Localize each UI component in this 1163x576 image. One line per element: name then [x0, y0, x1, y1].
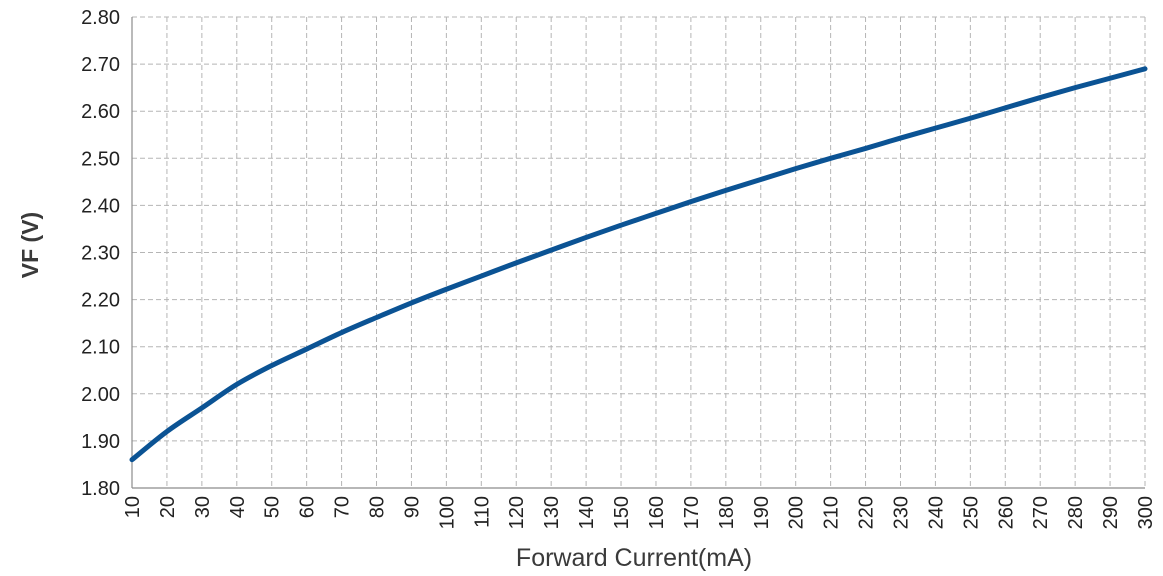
y-tick-label: 1.90: [81, 431, 120, 453]
x-tick-label: 20: [157, 496, 179, 518]
x-tick-label: 40: [227, 496, 249, 518]
x-tick-label: 200: [786, 496, 808, 529]
y-tick-label: 2.70: [81, 54, 120, 76]
x-tick-label: 110: [471, 496, 493, 528]
x-tick-label: 10: [122, 496, 144, 518]
x-tick-label: 290: [1100, 496, 1122, 529]
x-tick-label: 90: [401, 496, 423, 518]
y-axis-label: VF (V): [17, 212, 43, 278]
y-tick-label: 2.50: [81, 148, 120, 170]
grid-lines: [131, 16, 1146, 489]
series-group: [129, 66, 1148, 463]
y-tick-label: 2.10: [81, 337, 120, 359]
x-tick-label: 270: [1030, 496, 1052, 529]
x-tick-label: 250: [960, 496, 982, 529]
x-tick-label: 150: [611, 496, 633, 529]
axes: [131, 17, 1145, 489]
x-tick-label: 100: [436, 496, 458, 529]
x-tick-label: 230: [890, 496, 912, 529]
x-tick-label: 280: [1065, 496, 1087, 529]
x-tick-label: 220: [856, 496, 878, 529]
y-tick-label: 2.30: [81, 243, 120, 265]
x-tick-label: 130: [541, 496, 563, 529]
y-tick-label: 2.80: [81, 7, 120, 29]
x-tick-label: 120: [506, 496, 528, 529]
y-tick-labels: 1.80 1.90 2.00 2.10 2.20 2.30 2.40 2.50 2.60 2.70…: [81, 7, 120, 500]
y-tick-label: 2.60: [81, 101, 120, 123]
x-axis-label: Forward Current(mA): [516, 544, 752, 572]
y-tick-label: 2.40: [81, 195, 120, 217]
x-tick-label: 240: [925, 496, 947, 529]
x-tick-label: 50: [262, 496, 284, 518]
x-tick-label: 170: [681, 496, 703, 529]
x-tick-label: 140: [576, 496, 598, 529]
y-tick-label: 2.20: [81, 290, 120, 312]
x-tick-label: 260: [995, 496, 1017, 529]
x-tick-labels: 10 20 30 40 50 60 70 80 90 100 110 120 130 140 150 160 1…: [122, 496, 1157, 529]
y-tick-label: 1.80: [81, 478, 120, 500]
x-tick-label: 180: [716, 496, 738, 529]
x-tick-label: 80: [367, 496, 389, 518]
x-tick-label: 30: [192, 496, 214, 518]
y-tick-label: 2.00: [81, 384, 120, 406]
x-tick-label: 70: [332, 496, 354, 518]
x-tick-label: 60: [297, 496, 319, 518]
x-tick-label: 160: [646, 496, 668, 529]
x-tick-label: 210: [821, 496, 843, 529]
x-tick-label: 300: [1135, 496, 1157, 529]
x-tick-label: 190: [751, 496, 773, 529]
vf-curve-line: [129, 66, 1148, 463]
